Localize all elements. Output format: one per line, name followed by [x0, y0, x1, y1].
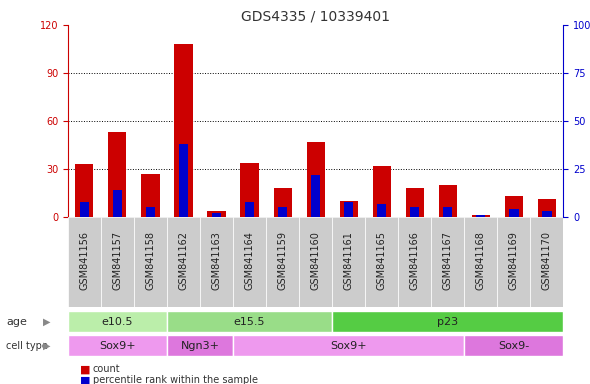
Text: GSM841160: GSM841160 [311, 231, 320, 290]
Bar [245, 202, 254, 217]
Bar [509, 209, 519, 217]
Bar [377, 204, 386, 217]
Bar [311, 175, 320, 217]
Text: GSM841159: GSM841159 [278, 231, 287, 290]
Bar [464, 217, 497, 307]
Bar [476, 215, 486, 217]
Bar [113, 190, 122, 217]
Text: GSM841166: GSM841166 [410, 231, 419, 290]
Bar [175, 44, 192, 217]
Text: age: age [6, 316, 27, 327]
Bar [464, 335, 563, 356]
Bar [340, 201, 358, 217]
Bar [142, 174, 159, 217]
Bar [332, 311, 563, 332]
Bar [505, 196, 523, 217]
Bar [472, 215, 490, 217]
Bar [233, 217, 266, 307]
Bar [373, 166, 391, 217]
Bar [80, 202, 89, 217]
Text: ▶: ▶ [44, 341, 51, 351]
Text: Ngn3+: Ngn3+ [181, 341, 219, 351]
Text: Sox9+: Sox9+ [330, 341, 367, 351]
Bar [167, 335, 233, 356]
Bar [431, 217, 464, 307]
Bar [200, 217, 233, 307]
Bar [146, 207, 155, 217]
Bar [274, 188, 291, 217]
Bar [208, 210, 225, 217]
Bar [344, 202, 353, 217]
Bar [439, 185, 457, 217]
Text: Sox9+: Sox9+ [99, 341, 136, 351]
Bar [76, 164, 93, 217]
Bar [68, 335, 167, 356]
Bar [410, 207, 419, 217]
Bar [443, 207, 453, 217]
Text: GSM841169: GSM841169 [509, 231, 519, 290]
Text: ■: ■ [80, 375, 90, 384]
Bar [538, 199, 556, 217]
Bar [365, 217, 398, 307]
Text: e10.5: e10.5 [101, 316, 133, 327]
Text: GSM841161: GSM841161 [344, 231, 353, 290]
Bar [406, 188, 424, 217]
Bar [167, 217, 200, 307]
Text: percentile rank within the sample: percentile rank within the sample [93, 375, 258, 384]
Bar [212, 213, 221, 217]
Text: GSM841158: GSM841158 [146, 231, 155, 290]
Bar [241, 162, 258, 217]
Bar [332, 217, 365, 307]
Bar [542, 211, 552, 217]
Text: GSM841157: GSM841157 [113, 231, 122, 290]
Bar [68, 311, 167, 332]
Bar [278, 207, 287, 217]
Text: GSM841170: GSM841170 [542, 231, 552, 290]
Text: p23: p23 [437, 316, 458, 327]
Bar [68, 217, 101, 307]
Bar [233, 335, 464, 356]
Text: cell type: cell type [6, 341, 48, 351]
Bar [398, 217, 431, 307]
Bar [266, 217, 299, 307]
Bar [101, 217, 134, 307]
Text: ■: ■ [80, 364, 90, 374]
Text: Sox9-: Sox9- [499, 341, 529, 351]
Text: GSM841167: GSM841167 [443, 231, 453, 290]
Text: GSM841162: GSM841162 [179, 231, 188, 290]
Text: GSM841163: GSM841163 [212, 231, 221, 290]
Bar [307, 142, 324, 217]
Text: GSM841168: GSM841168 [476, 231, 486, 290]
Text: GSM841165: GSM841165 [377, 231, 386, 290]
Text: count: count [93, 364, 120, 374]
Bar [167, 311, 332, 332]
Text: e15.5: e15.5 [234, 316, 266, 327]
Bar [299, 217, 332, 307]
Bar [497, 217, 530, 307]
Bar [530, 217, 563, 307]
Bar [109, 132, 126, 217]
Text: GSM841164: GSM841164 [245, 231, 254, 290]
Text: GDS4335 / 10339401: GDS4335 / 10339401 [241, 10, 390, 23]
Bar [134, 217, 167, 307]
Text: GSM841156: GSM841156 [80, 231, 89, 290]
Text: ▶: ▶ [44, 316, 51, 327]
Bar [179, 144, 188, 217]
